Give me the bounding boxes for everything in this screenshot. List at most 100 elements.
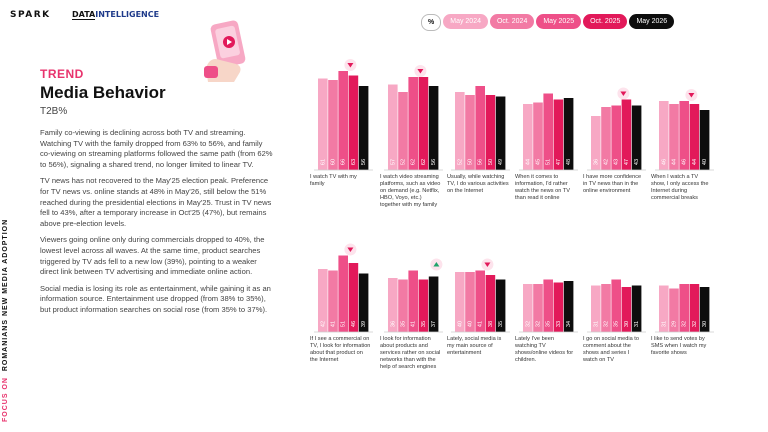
bar-chart-9-value-label-1: 40 xyxy=(457,321,463,327)
bar-chart-3-bar-2 xyxy=(465,95,475,170)
bar-chart-2-bar-2 xyxy=(398,92,408,170)
bar-chart-5-value-label-1: 36 xyxy=(593,159,599,165)
chart-caption-5: I have more confidence in TV news than i… xyxy=(583,174,642,194)
logo-data-part: DATA xyxy=(72,10,96,20)
bar-chart-5-value-label-2: 42 xyxy=(603,159,609,165)
bar-chart-11-bar-4 xyxy=(621,287,632,332)
bar-chart-1-bar-2 xyxy=(328,80,338,170)
bar-chart-9-bar-1 xyxy=(455,272,465,332)
bar-chart-6-value-label-4: 44 xyxy=(692,159,698,165)
bar-chart-1-value-label-4: 63 xyxy=(351,159,357,165)
bar-chart-6-bar-2 xyxy=(669,104,679,170)
bar-chart-4-bar-4 xyxy=(553,99,564,170)
bar-chart-4-value-label-5: 48 xyxy=(566,159,572,165)
bar-chart-10-bar-3 xyxy=(543,279,553,332)
body-text: Family co-viewing is declining across bo… xyxy=(40,128,275,322)
trend-down-icon-5 xyxy=(620,91,627,96)
bar-chart-3-bar-1 xyxy=(455,92,465,170)
legend-item-oct-2024: Oct. 2024 xyxy=(489,14,535,29)
bar-chart-9-bar-2 xyxy=(465,272,475,332)
trend-down-icon-6 xyxy=(688,93,695,98)
bar-chart-3-value-label-4: 50 xyxy=(488,159,494,165)
chart-caption-3: Usually, while watching TV, I do various… xyxy=(447,174,509,194)
bar-chart-5-value-label-4: 47 xyxy=(624,159,630,165)
logo-intelligence-part: INTELLIGENCE xyxy=(95,10,160,19)
bar-chart-7-bar-5 xyxy=(358,273,369,332)
bar-chart-1-value-label-3: 66 xyxy=(341,159,347,165)
bar-chart-12-bar-3 xyxy=(679,284,689,332)
chart-caption-4: When it comes to information, I'd rather… xyxy=(515,174,570,201)
bar-chart-11-value-label-2: 32 xyxy=(603,321,609,327)
trend-down-icon-7 xyxy=(347,247,354,252)
bar-chart-10-bar-1 xyxy=(523,284,533,332)
bar-chart-8-value-label-5: 37 xyxy=(431,321,437,327)
bar-chart-5-value-label-5: 43 xyxy=(634,159,640,165)
bar-chart-5-bar-5 xyxy=(631,105,642,170)
bar-chart-7-value-label-1: 42 xyxy=(320,321,326,327)
bar-chart-4-bar-1 xyxy=(523,104,533,170)
bar-chart-9-value-label-4: 38 xyxy=(488,321,494,327)
legend-unit: % xyxy=(421,14,442,31)
bar-chart-7-value-label-4: 46 xyxy=(351,321,357,327)
hand-phone-illustration xyxy=(204,20,246,82)
trend-down-icon-2 xyxy=(417,69,424,74)
bar-chart-1-bar-5 xyxy=(358,86,369,170)
bar-chart-12-bar-2 xyxy=(669,288,679,332)
bar-chart-5-bar-2 xyxy=(601,107,611,170)
bar-chart-11-value-label-5: 31 xyxy=(634,321,640,327)
bar-chart-6-value-label-1: 46 xyxy=(661,159,667,165)
bar-chart-4-bar-5 xyxy=(563,98,574,170)
bar-chart-1-value-label-2: 60 xyxy=(330,159,336,165)
bar-chart-3-value-label-1: 52 xyxy=(457,159,463,165)
bar-chart-4-value-label-1: 44 xyxy=(525,159,531,165)
bar-chart-8-bar-5 xyxy=(428,276,439,332)
bar-chart-2-value-label-3: 62 xyxy=(411,159,417,165)
chart-caption-1: I watch TV with my family xyxy=(310,174,357,187)
paragraph-commercials: Viewers going online only during commerc… xyxy=(40,235,265,277)
bar-chart-6-bar-3 xyxy=(679,101,689,170)
bar-chart-9-bar-5 xyxy=(495,279,506,332)
paragraph-social-media: Social media is losing its role as enter… xyxy=(40,283,271,314)
bar-chart-10-value-label-5: 34 xyxy=(566,321,572,327)
bar-chart-3-value-label-2: 50 xyxy=(467,159,473,165)
page-title: Media Behavior xyxy=(40,83,166,102)
bar-chart-12-value-label-3: 32 xyxy=(682,321,688,327)
chart-caption-6: When I watch a TV show, I only access th… xyxy=(651,174,709,201)
bar-chart-11-bar-1 xyxy=(591,285,601,332)
spark-logo: SPARK xyxy=(10,10,51,20)
bar-chart-10-bar-2 xyxy=(533,284,543,332)
bar-chart-10-value-label-2: 32 xyxy=(535,321,541,327)
trend-down-icon-9 xyxy=(484,262,491,267)
bar-chart-12-bar-1 xyxy=(659,285,669,332)
section-tag: TREND xyxy=(40,67,84,81)
bar-chart-8-value-label-3: 41 xyxy=(411,321,417,327)
bar-chart-2-bar-4 xyxy=(418,77,429,170)
bar-chart-11-bar-3 xyxy=(611,279,621,332)
page-subtitle: T2B% xyxy=(40,106,68,117)
bar-chart-1-bar-1 xyxy=(318,78,328,170)
trend-down-icon-1 xyxy=(347,63,354,68)
bar-chart-5-bar-4 xyxy=(621,99,632,170)
bar-chart-5-bar-1 xyxy=(591,116,601,170)
trend-up-icon-8 xyxy=(433,262,440,267)
data-intelligence-logo: DATAINTELLIGENCE xyxy=(72,10,160,20)
bar-chart-12-value-label-1: 31 xyxy=(661,321,667,327)
bar-chart-2-value-label-4: 62 xyxy=(421,159,427,165)
legend-item-may-2025: May 2025 xyxy=(536,14,582,29)
bar-chart-10-value-label-3: 35 xyxy=(546,321,552,327)
bar-chart-12-bar-4 xyxy=(689,284,700,332)
bar-chart-10-value-label-4: 33 xyxy=(556,321,562,327)
paragraph-co-viewing: Family co-viewing is declining across bo… xyxy=(40,128,273,169)
chart-caption-9: Lately, social media is my main source o… xyxy=(447,336,502,356)
bar-chart-8-bar-4 xyxy=(418,279,429,332)
bar-chart-7-value-label-3: 51 xyxy=(341,321,347,327)
bar-chart-11-value-label-3: 35 xyxy=(614,321,620,327)
bar-chart-5-bar-3 xyxy=(611,105,621,170)
bar-chart-4-value-label-4: 47 xyxy=(556,159,562,165)
chart-caption-12: I like to send votes by SMS when I watch… xyxy=(651,336,707,356)
bar-chart-10-bar-4 xyxy=(553,282,564,332)
bar-chart-4-value-label-2: 45 xyxy=(535,159,541,165)
bar-chart-9-bar-3 xyxy=(475,270,485,332)
bar-chart-7-bar-1 xyxy=(318,269,328,332)
